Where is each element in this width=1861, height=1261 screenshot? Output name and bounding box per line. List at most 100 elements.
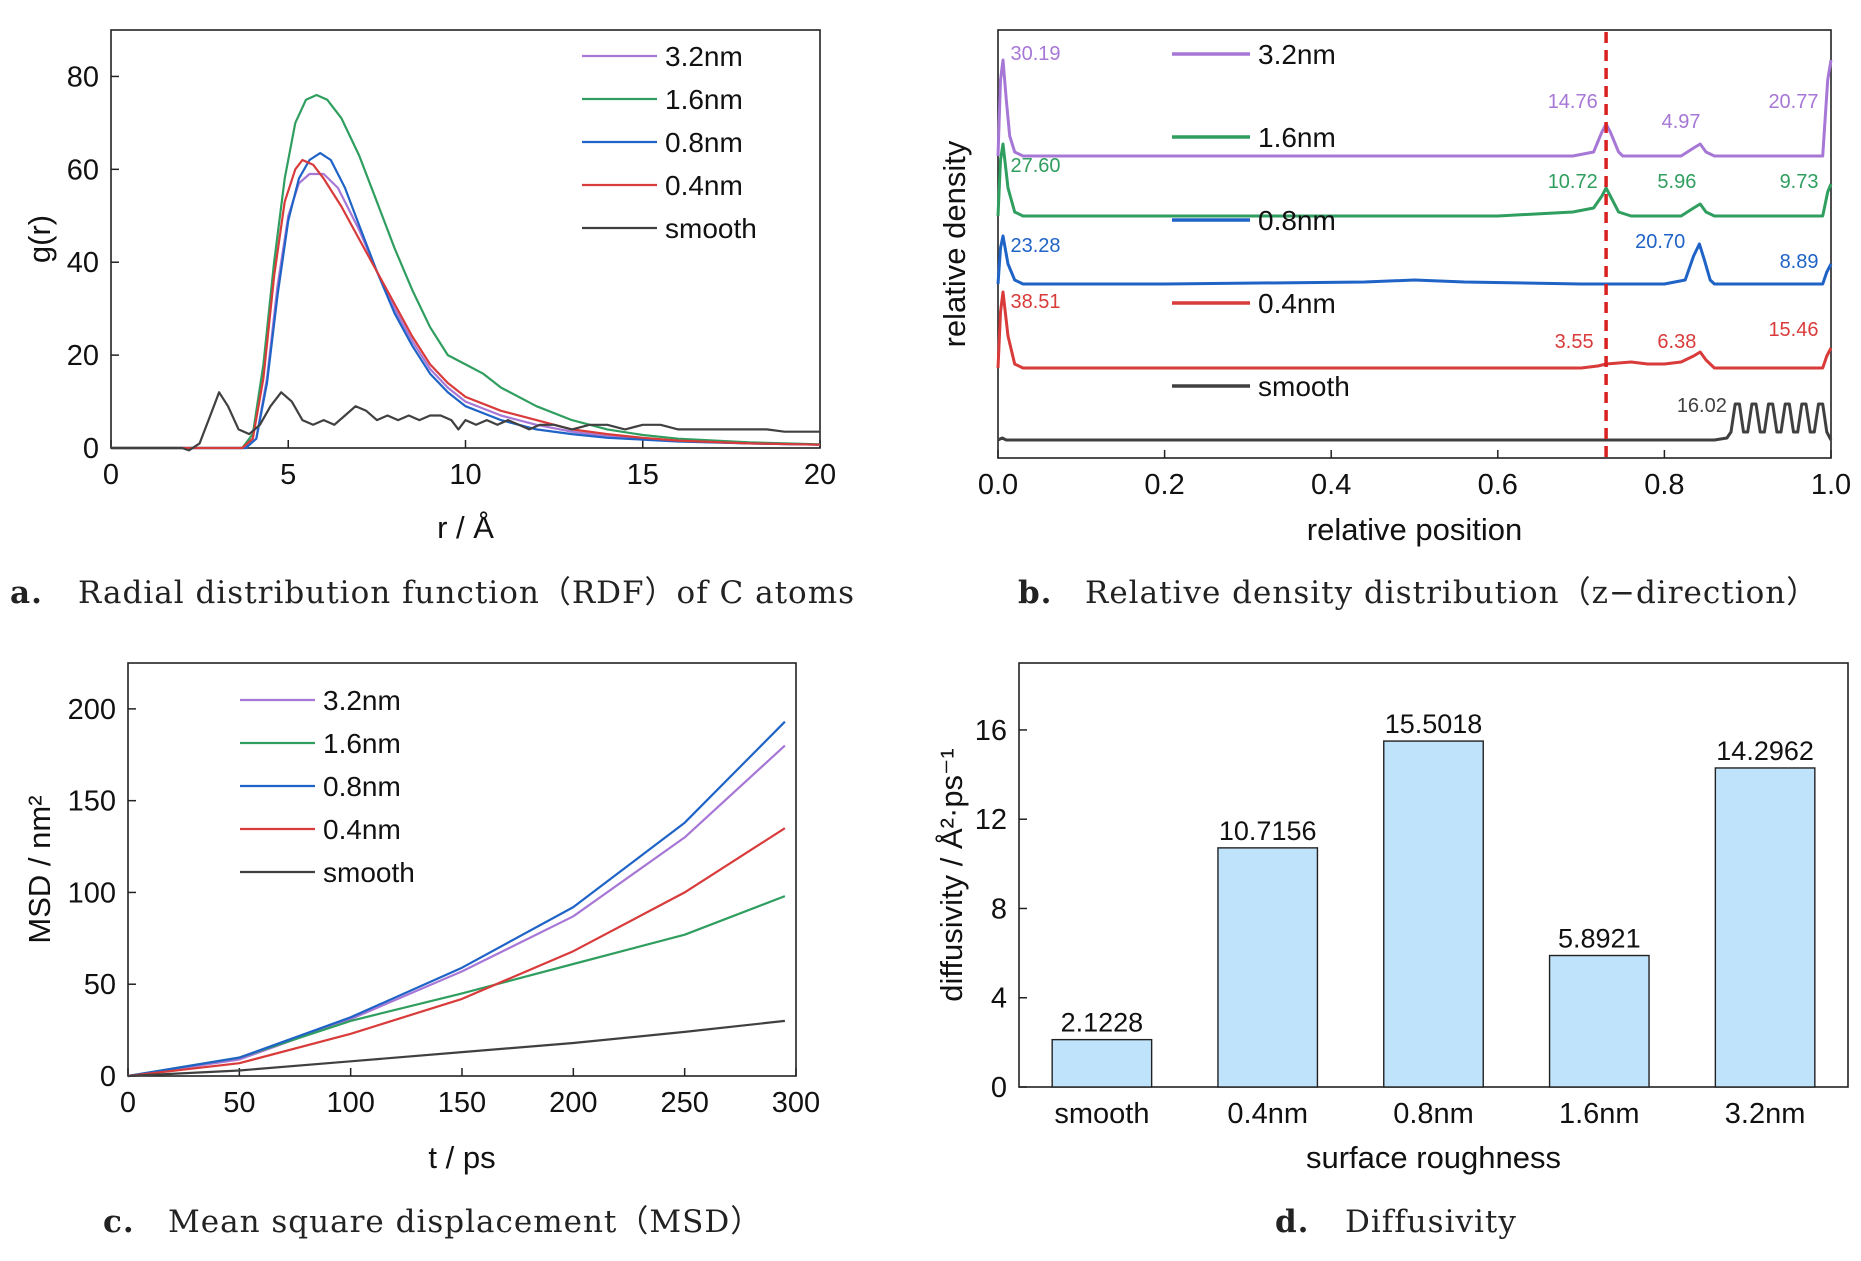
series-line-1-6nm [128,896,785,1076]
panel-b-density-chart: 0.0 0.2 0.4 0.6 0.8 1.0 3.2nm 1.6nm 0.8nm 0.4nm sm… [937,30,1851,547]
y-tick-label-c: 0 [100,1061,116,1093]
y-axis-title-c: MSD / nm² [22,795,57,943]
legend-label-0-8nm: 0.8nm [323,771,401,802]
bar-value-label-0-4nm: 10.7156 [1219,816,1317,846]
y-tick-label-d: 4 [991,983,1007,1015]
panel-a-rdf-chart: 0 5 10 15 20 0 20 40 60 80 3.2nm 1.6nm 0.8nm 0.4nm smo… [22,30,836,545]
annotation-label: 23.28 [1010,235,1060,257]
caption-d-text: Diffusivity [1345,1204,1517,1240]
legend-label-smooth: smooth [665,213,757,244]
annotation-label: 27.60 [1010,155,1060,177]
y-tick-label-c: 200 [68,694,116,726]
annotation-label: 3.55 [1555,331,1594,353]
y-tick-label-a: 20 [67,340,99,372]
legend-label-3-2nm: 3.2nm [1258,39,1336,70]
x-tick-label-a: 20 [804,459,836,491]
bar-0-4nm [1218,848,1317,1087]
y-tick-label-c: 150 [68,786,116,818]
x-tick-label-c: 50 [223,1087,255,1119]
x-tick-label-b: 0.6 [1478,469,1518,501]
x-tick-label-b: 0.2 [1144,469,1184,501]
annotation-label: 14.76 [1548,91,1598,113]
bar-value-label-smooth: 2.1228 [1061,1008,1144,1038]
bar-3-2nm [1715,768,1814,1087]
legend-label-3-2nm: 3.2nm [665,41,743,72]
series-line-smooth [128,1021,785,1076]
y-axis-title-b: relative density [937,140,972,347]
x-tick-label-a: 5 [280,459,296,491]
caption-b-text: Relative density distribution（z−directio… [1085,575,1818,611]
y-axis-title-d: diffusivity / Å²·ps⁻¹ [934,748,969,1002]
y-tick-label-d: 8 [991,893,1007,925]
legend-label-0-4nm: 0.4nm [323,814,401,845]
legend-label-3-2nm: 3.2nm [323,685,401,716]
legend-label-smooth: smooth [1258,371,1350,402]
caption-c-letter: c. [103,1204,135,1240]
caption-b-letter: b. [1018,575,1052,611]
y-tick-label-a: 0 [83,433,99,465]
y-tick-label-a: 40 [67,247,99,279]
x-tick-label-b: 0.0 [978,469,1018,501]
panel-d-diffusivity-chart: 04812162.1228smooth10.71560.4nm15.50180.… [934,663,1848,1175]
series-line-3-2nm [128,746,785,1076]
annotation-label: 6.38 [1657,331,1696,353]
plot-frame-c [128,663,796,1076]
x-axis-title-b: relative position [1307,512,1522,547]
annotation-label: 10.72 [1548,171,1598,193]
x-tick-label-b: 1.0 [1811,469,1851,501]
y-tick-label-d: 16 [975,715,1007,747]
legend-label-0-8nm: 0.8nm [1258,205,1336,236]
legend-label-0-8nm: 0.8nm [665,127,743,158]
series-line-0-4nm [111,160,820,448]
y-tick-label-c: 100 [68,877,116,909]
category-label-3-2nm: 3.2nm [1725,1098,1806,1130]
y-tick-label-c: 50 [84,969,116,1001]
figure: 0 5 10 15 200204060803.2nm1.6nm0.8nm0.4nmsmo… [0,0,1861,1261]
series-line-0-4nm [128,828,785,1076]
category-label-0-4nm: 0.4nm [1227,1098,1308,1130]
y-tick-label-d: 0 [991,1072,1007,1104]
bar-0-8nm [1384,741,1483,1087]
caption-d-letter: d. [1275,1204,1309,1240]
y-axis-title-a: g(r) [22,215,57,263]
x-tick-label-b: 0.4 [1311,469,1351,501]
series-line-3-2nm [998,60,1831,156]
legend-label-0-4nm: 0.4nm [665,170,743,201]
y-tick-label-a: 80 [67,61,99,93]
y-tick-label-a: 60 [67,154,99,186]
x-tick-label-a: 10 [449,459,481,491]
annotation-label: 38.51 [1010,291,1060,313]
bar-value-label-1-6nm: 5.8921 [1558,924,1641,954]
legend-label-1-6nm: 1.6nm [323,728,401,759]
x-axis-title-c: t / ps [428,1140,495,1175]
series-line-0-8nm [998,236,1831,284]
x-tick-label-c: 0 [120,1087,136,1119]
series-line-0-8nm [128,722,785,1076]
bar-1-6nm [1550,956,1649,1087]
annotation-label: 16.02 [1677,395,1727,417]
bar-value-label-0-8nm: 15.5018 [1385,709,1483,739]
bar-value-label-3-2nm: 14.2962 [1716,736,1814,766]
caption-a-text: Radial distribution function（RDF）of C at… [78,575,855,611]
x-tick-label-c: 100 [326,1087,374,1119]
plot-frame-b [998,30,1831,458]
bar-smooth [1052,1040,1151,1087]
category-label-smooth: smooth [1054,1098,1149,1130]
annotation-label: 4.97 [1662,111,1701,133]
annotation-label: 15.46 [1768,319,1818,341]
x-tick-label-b: 0.8 [1644,469,1684,501]
x-axis-title-a: r / Å [437,510,494,545]
annotation-label: 5.96 [1657,171,1696,193]
legend-label-1-6nm: 1.6nm [1258,122,1336,153]
series-line-0-4nm [998,292,1831,368]
x-tick-label-c: 150 [438,1087,486,1119]
x-tick-label-a: 15 [627,459,659,491]
annotation-label: 30.19 [1010,43,1060,65]
annotation-label: 9.73 [1780,171,1819,193]
y-tick-label-d: 12 [975,804,1007,836]
caption-c-text: Mean square displacement（MSD） [168,1204,762,1240]
x-axis-title-d: surface roughness [1306,1140,1561,1175]
category-label-1-6nm: 1.6nm [1559,1098,1640,1130]
x-tick-label-a: 0 [103,459,119,491]
legend-label-smooth: smooth [323,857,415,888]
